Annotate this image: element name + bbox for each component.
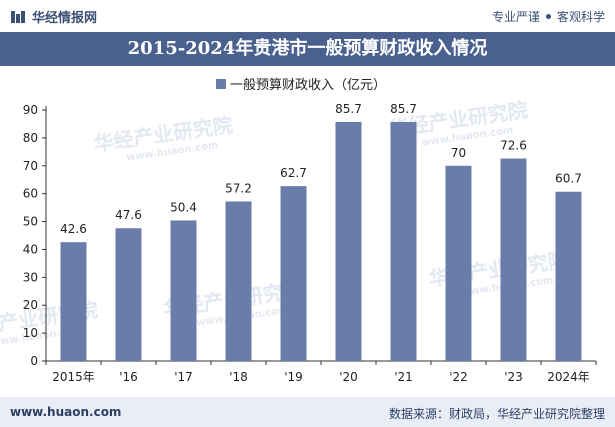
brand-name: 华经情报网 (32, 11, 98, 26)
bar (555, 191, 582, 361)
x-tick-label: '18 (229, 370, 248, 384)
x-tick-label: 2024年 (547, 370, 590, 384)
data-label: 57.2 (225, 181, 252, 195)
y-tick-label: 0 (30, 354, 38, 368)
x-tick-label: '22 (449, 370, 468, 384)
data-label: 60.7 (555, 172, 582, 186)
separator-dot-icon (545, 14, 551, 19)
brand: 华经情报网 (10, 7, 97, 26)
labels-layer: 42.6 2015年 47.6 '16 50.4 '17 57.2 '18 62.7 '19 85.… (52, 102, 590, 384)
tagline-right: 客观科学 (556, 10, 605, 24)
y-tick-label: 80 (23, 131, 38, 145)
chart-title: 2015-2024年贵港市一般预算财政收入情况 (127, 38, 488, 59)
x-tick-label: 2015年 (52, 370, 95, 384)
data-label: 72.6 (500, 139, 527, 153)
data-label: 85.7 (390, 102, 417, 116)
top-bar: 华经情报网 专业严谨 客观科学 (0, 0, 615, 30)
bar (390, 121, 417, 361)
chart-area: 华经产业研究院 www.huaon.com 华经产业研究院 www.huaon.com… (0, 66, 615, 396)
legend-label: 一般预算财政收入（亿元） (230, 77, 386, 93)
brand-logo-icon (11, 10, 25, 23)
x-tick-label: '21 (394, 370, 413, 384)
legend: 一般预算财政收入（亿元） (216, 77, 386, 93)
footer: www.huaon.com 数据来源：财政局，华经产业研究院整理 (0, 397, 615, 427)
bar (115, 228, 142, 361)
bar (335, 121, 362, 361)
data-label: 50.4 (170, 200, 197, 214)
bar (500, 158, 527, 361)
tagline: 专业严谨 客观科学 (492, 8, 605, 25)
bar (280, 186, 307, 361)
x-tick-label: '19 (284, 370, 303, 384)
tagline-left: 专业严谨 (491, 10, 540, 24)
y-tick-label: 50 (23, 215, 38, 229)
footer-website: www.huaon.com (10, 405, 122, 419)
data-label: 42.6 (60, 222, 87, 236)
legend-swatch (216, 79, 226, 89)
data-label: 70 (451, 146, 466, 160)
y-tick-label: 30 (23, 270, 38, 284)
x-tick-label: '23 (504, 370, 523, 384)
bars-layer (60, 121, 582, 361)
data-label: 47.6 (115, 208, 142, 222)
x-tick-label: '17 (174, 370, 193, 384)
bar (170, 220, 197, 361)
x-tick-label: '16 (119, 370, 138, 384)
data-label: 85.7 (335, 102, 362, 116)
footer-source: 数据来源：财政局，华经产业研究院整理 (388, 407, 605, 421)
bar-chart: 华经产业研究院www.huaon.com华经产业研究院www.huaon.com… (0, 77, 597, 384)
x-tick-label: '20 (339, 370, 358, 384)
y-tick-label: 90 (23, 103, 38, 117)
title-bar: 2015-2024年贵港市一般预算财政收入情况 (0, 32, 615, 66)
y-tick-label: 40 (23, 242, 38, 256)
bar (60, 242, 87, 361)
data-label: 62.7 (280, 166, 307, 180)
y-tick-label: 10 (23, 326, 38, 340)
y-tick-label: 70 (23, 159, 38, 173)
y-tick-label: 60 (23, 187, 38, 201)
y-tick-label: 20 (23, 298, 38, 312)
bar (445, 165, 472, 361)
bar (225, 201, 252, 361)
